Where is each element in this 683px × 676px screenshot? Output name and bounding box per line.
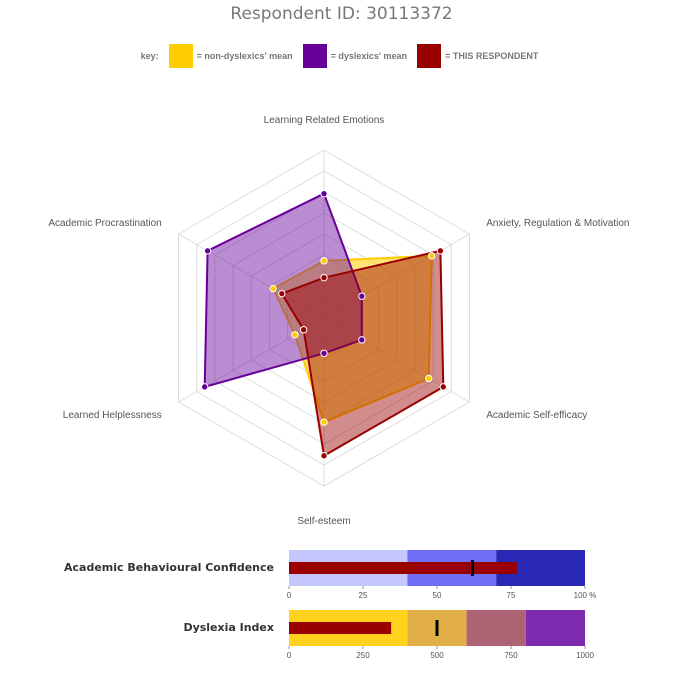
axis-label: Academic Procrastination	[48, 218, 161, 229]
bullet-label-dyslexia-index: Dyslexia Index	[183, 621, 274, 634]
series-point-1	[358, 336, 366, 344]
bullet-tick-label: 750	[504, 651, 518, 660]
legend-item-dyslexics: = dyslexics' mean	[302, 44, 408, 68]
series-point-1	[358, 292, 366, 300]
legend-swatch-respondent	[417, 44, 442, 68]
series-point-2	[320, 273, 328, 282]
series-point-1	[203, 247, 212, 255]
bullet-band	[466, 610, 526, 646]
series-point-2	[320, 452, 328, 460]
series-point-1	[320, 349, 328, 357]
axis-label: Academic Self-efficacy	[486, 410, 587, 421]
radar-chart: Learning Related Emotions Anxiety, Regula…	[48, 115, 629, 527]
legend-label-dyslexics: = dyslexics' mean	[330, 51, 408, 61]
bullet-tick-label: 100 %	[574, 591, 597, 600]
bullet-tick-label: 250	[356, 651, 370, 660]
legend-swatch-dyslexics	[302, 44, 327, 68]
legend-swatch-non-dyslexics	[168, 44, 193, 68]
legend-item-respondent: = THIS RESPONDENT	[417, 44, 538, 68]
series-point-0	[425, 374, 433, 383]
bullet-band	[289, 550, 408, 586]
series-point-0	[320, 418, 328, 426]
series-point-2	[436, 247, 445, 255]
bullet-tick-label: 25	[359, 591, 368, 600]
bullet-value-bar	[289, 562, 517, 574]
bullet-tick-label: 500	[430, 651, 444, 660]
series-point-2	[439, 383, 448, 391]
bullet-band	[496, 550, 585, 586]
bullet-band	[289, 610, 408, 646]
series-point-0	[269, 284, 277, 293]
axis-label: Learned Helplessness	[63, 410, 162, 421]
axis-label: Self-esteem	[297, 516, 350, 527]
legend-item-non-dyslexics: = non-dyslexics' mean	[168, 44, 293, 68]
axis-label: Anxiety, Regulation & Motivation	[486, 218, 629, 229]
bullet-tick-label: 1000	[576, 651, 594, 660]
series-point-0	[320, 257, 328, 265]
bullet-tick-label: 50	[433, 591, 442, 600]
series-point-1	[200, 383, 209, 391]
axis-label: Learning Related Emotions	[264, 115, 385, 126]
legend: key: = non-dyslexics' mean = dyslexics' …	[0, 44, 683, 68]
bullet-label-abc: Academic Behavioural Confidence	[63, 561, 274, 574]
series-point-0	[291, 331, 299, 339]
bullet-marker	[471, 560, 475, 576]
bullet-tick-label: 75	[507, 591, 516, 600]
bullet-band	[525, 610, 585, 646]
series-point-1	[320, 189, 328, 198]
series-point-2	[278, 289, 286, 298]
bullet-marker	[435, 620, 439, 636]
bullet-value-bar	[289, 622, 392, 634]
legend-key-label: key:	[140, 51, 159, 61]
bullet-band	[407, 550, 497, 586]
chart-title: Respondent ID: 30113372	[230, 4, 453, 24]
series-point-2	[299, 326, 308, 334]
bullet-tick-label: 0	[287, 651, 292, 660]
series-point-0	[427, 252, 436, 260]
bullet-band	[407, 610, 467, 646]
legend-label-non-dyslexics: = non-dyslexics' mean	[196, 51, 293, 61]
bullet-tick-label: 0	[287, 591, 292, 600]
legend-label-respondent: = THIS RESPONDENT	[445, 51, 539, 61]
